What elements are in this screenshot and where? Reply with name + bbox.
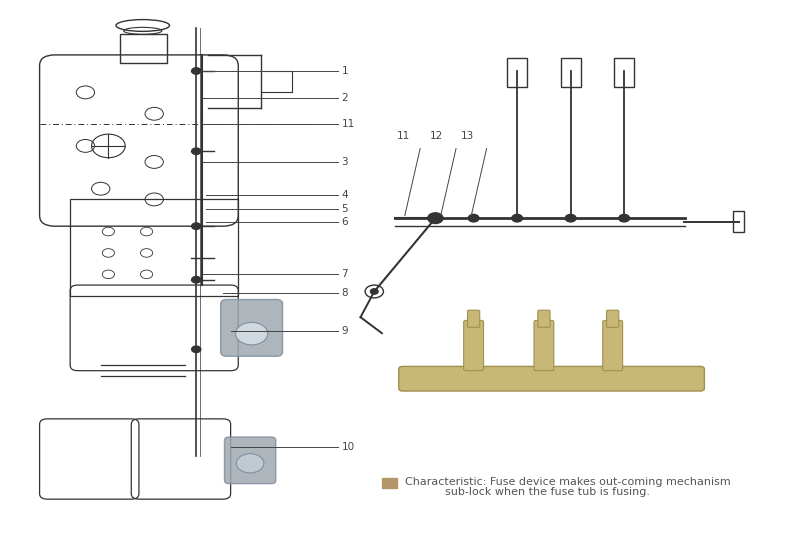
Text: 4: 4 [342,190,348,200]
Bar [120,33,167,63]
Text: 12: 12 [430,131,443,140]
Text: sub-lock when the fuse tub is fusing.: sub-lock when the fuse tub is fusing. [445,487,650,497]
Text: 9: 9 [342,325,348,336]
Circle shape [192,346,201,352]
Text: 5: 5 [342,203,348,214]
Bar [734,211,744,231]
FancyBboxPatch shape [606,310,618,327]
FancyBboxPatch shape [464,321,483,371]
Text: 7: 7 [342,270,348,279]
Text: Characteristic: Fuse device makes out-coming mechanism: Characteristic: Fuse device makes out-co… [405,477,730,487]
Bar [561,58,581,87]
Circle shape [192,148,201,154]
Text: 3: 3 [342,157,348,167]
FancyBboxPatch shape [398,366,704,391]
Circle shape [468,215,479,222]
Bar [614,58,634,87]
Text: 1: 1 [342,66,348,76]
Circle shape [566,215,576,222]
FancyBboxPatch shape [225,437,276,484]
FancyBboxPatch shape [467,310,480,327]
Text: 11: 11 [342,119,354,130]
Circle shape [618,215,630,222]
Circle shape [192,223,201,229]
Text: 10: 10 [342,442,354,452]
Circle shape [235,322,268,345]
Circle shape [192,277,201,283]
Text: 11: 11 [397,131,410,140]
FancyBboxPatch shape [538,310,550,327]
Bar [382,478,397,489]
Text: 13: 13 [460,131,474,140]
Text: 2: 2 [342,93,348,103]
Text: 8: 8 [342,288,348,298]
FancyBboxPatch shape [221,300,282,356]
Circle shape [192,68,201,74]
Circle shape [370,289,378,294]
Bar [507,58,527,87]
Text: 6: 6 [342,217,348,227]
FancyBboxPatch shape [602,321,622,371]
FancyBboxPatch shape [534,321,554,371]
Circle shape [512,215,522,222]
Bar [70,200,238,296]
Circle shape [428,213,443,223]
Circle shape [236,454,264,473]
